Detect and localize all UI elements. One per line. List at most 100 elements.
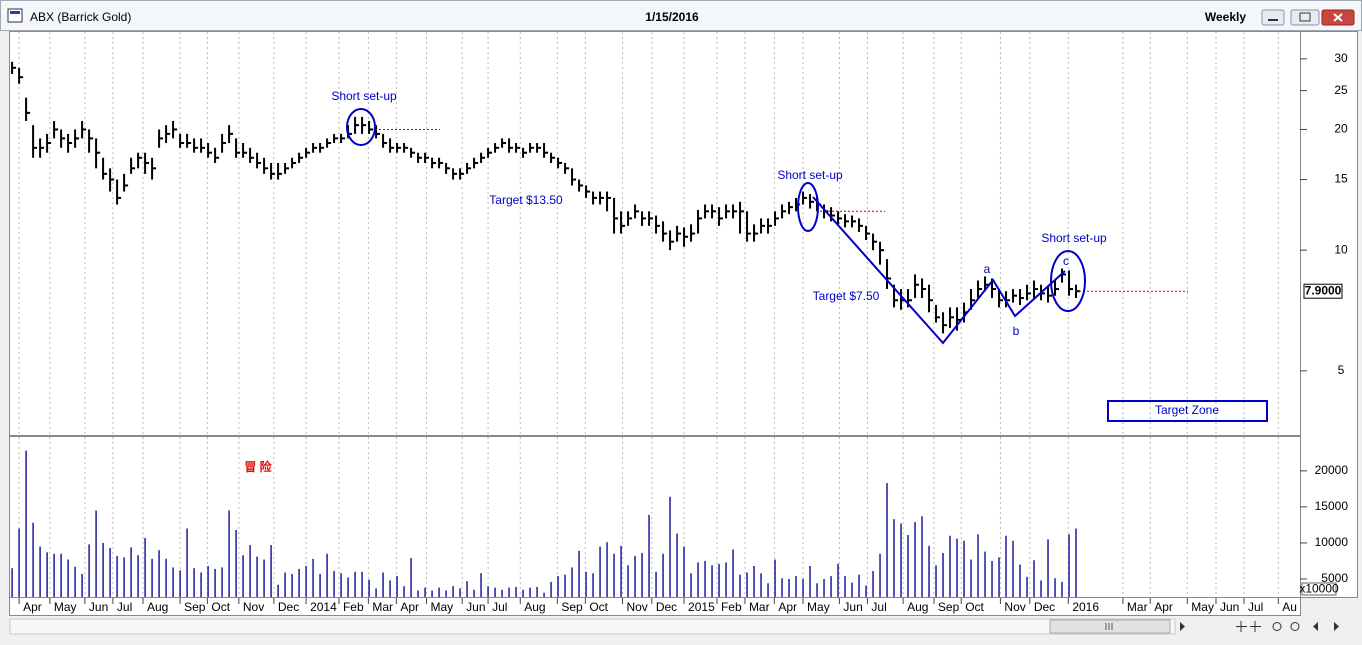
volume-bar bbox=[886, 483, 888, 597]
volume-bar bbox=[613, 553, 615, 597]
volume-bar bbox=[641, 553, 643, 597]
price-panel bbox=[9, 31, 1301, 436]
volume-bar bbox=[207, 566, 209, 597]
volume-bar bbox=[144, 537, 146, 597]
x-tick-label: Jun bbox=[89, 600, 108, 614]
volume-bar bbox=[529, 587, 531, 597]
volume-bar bbox=[445, 590, 447, 597]
volume-bar bbox=[18, 528, 20, 597]
volume-bar bbox=[921, 516, 923, 597]
volume-bar bbox=[95, 510, 97, 597]
volume-bar bbox=[25, 450, 27, 597]
volume-bar bbox=[823, 578, 825, 597]
restore-icon bbox=[1299, 12, 1311, 22]
volume-bar bbox=[1005, 535, 1007, 597]
volume-bar bbox=[830, 576, 832, 597]
volume-bar bbox=[389, 580, 391, 597]
volume-bar bbox=[333, 571, 335, 597]
setup-circle bbox=[797, 182, 819, 232]
x-axis-area bbox=[9, 597, 1301, 616]
volume-bar bbox=[942, 553, 944, 597]
x-tick-label: Oct bbox=[211, 600, 230, 614]
x-tick-label: May bbox=[54, 600, 77, 614]
scrollbar-thumb[interactable] bbox=[1049, 619, 1171, 634]
scrollbar-grip bbox=[1105, 623, 1113, 630]
volume-bar bbox=[984, 551, 986, 597]
app-icon bbox=[7, 8, 23, 23]
y-tick-label: 20000 bbox=[1315, 463, 1349, 477]
volume-bar bbox=[697, 562, 699, 597]
volume-bar bbox=[431, 590, 433, 597]
volume-bar bbox=[977, 534, 979, 597]
volume-bar bbox=[963, 540, 965, 597]
volume-bar bbox=[186, 528, 188, 597]
restore-button[interactable] bbox=[1290, 9, 1320, 26]
volume-bar bbox=[711, 565, 713, 597]
minimize-button[interactable] bbox=[1261, 9, 1285, 26]
volume-bar bbox=[284, 572, 286, 597]
volume-bar bbox=[130, 547, 132, 597]
chart-title: ABX (Barrick Gold) bbox=[30, 10, 131, 24]
unit-box bbox=[1301, 582, 1337, 596]
volume-bar bbox=[109, 547, 111, 597]
x-tick-label: Dec bbox=[656, 600, 677, 614]
volume-bar bbox=[690, 573, 692, 597]
y-axis-area bbox=[1300, 31, 1358, 598]
volume-bar bbox=[305, 566, 307, 597]
x-tick-label: Dec bbox=[278, 600, 299, 614]
volume-bar bbox=[1033, 560, 1035, 597]
zoom-in-button[interactable] bbox=[1290, 622, 1300, 631]
volume-bar bbox=[340, 573, 342, 597]
volume-bar bbox=[74, 566, 76, 597]
x-tick-label: May bbox=[430, 600, 453, 614]
volume-bar bbox=[725, 562, 727, 597]
volume-bar bbox=[116, 555, 118, 597]
volume-bar bbox=[928, 545, 930, 597]
volume-bar bbox=[837, 563, 839, 597]
volume-bar bbox=[347, 577, 349, 597]
x-tick-label: Apr bbox=[400, 600, 419, 614]
volume-panel bbox=[9, 436, 1301, 598]
pan-buttons[interactable] bbox=[1236, 621, 1261, 632]
y-tick-label: 20 bbox=[1334, 122, 1348, 136]
volume-bar bbox=[571, 567, 573, 597]
x-tick-label: Apr bbox=[1154, 600, 1173, 614]
y-tick-label: 25 bbox=[1334, 83, 1348, 97]
volume-bar bbox=[1068, 534, 1070, 597]
volume-bar bbox=[753, 566, 755, 597]
volume-bar bbox=[242, 555, 244, 597]
annotation: Short set-up bbox=[331, 89, 397, 103]
volume-bar bbox=[312, 558, 314, 597]
volume-bar bbox=[39, 546, 41, 597]
y-tick-label: 10000 bbox=[1315, 535, 1349, 549]
volume-bar bbox=[844, 576, 846, 597]
volume-bar bbox=[991, 560, 993, 597]
volume-bar bbox=[172, 567, 174, 597]
plot-layer: Apr May Jun Jul Aug Sep Oct Nov Dec 2014 Feb Mar Apr… bbox=[11, 32, 1348, 614]
volume-bar bbox=[669, 496, 671, 597]
annotation: Target $7.50 bbox=[813, 289, 880, 303]
volume-bar bbox=[970, 559, 972, 597]
volume-bar bbox=[1075, 528, 1077, 597]
volume-bar bbox=[1026, 576, 1028, 597]
y-tick-label: 30 bbox=[1334, 51, 1348, 65]
volume-bar bbox=[564, 574, 566, 597]
x-tick-label: May bbox=[807, 600, 830, 614]
x-tick-label: Sep bbox=[938, 600, 960, 614]
x-tick-label: Apr bbox=[778, 600, 797, 614]
volume-bar bbox=[935, 565, 937, 597]
volume-bar bbox=[774, 559, 776, 597]
volume-bar bbox=[508, 587, 510, 597]
volume-bar bbox=[543, 592, 545, 597]
volume-bar bbox=[410, 558, 412, 597]
zoom-out-button[interactable] bbox=[1272, 622, 1282, 631]
volume-bar bbox=[53, 553, 55, 597]
volume-bar bbox=[46, 552, 48, 597]
x-tick-label: Jun bbox=[1220, 600, 1239, 614]
x-tick-label: Mar bbox=[372, 600, 393, 614]
volume-bar bbox=[417, 590, 419, 597]
scrollbar-track[interactable] bbox=[9, 618, 1176, 635]
volume-bar bbox=[452, 586, 454, 597]
